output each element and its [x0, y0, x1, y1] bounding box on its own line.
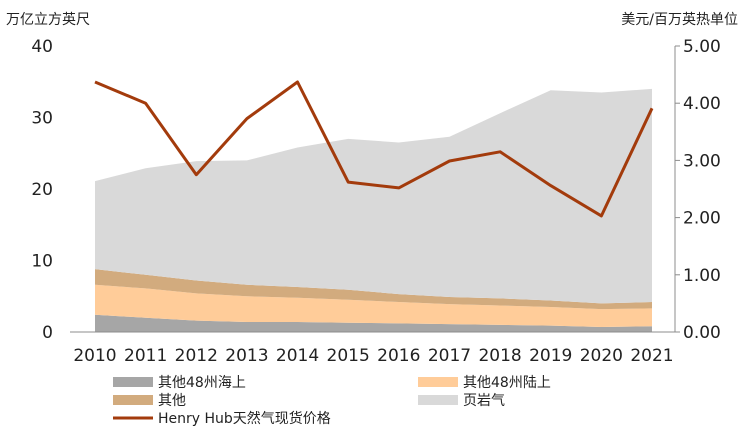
- x-tick-label: 2010: [73, 346, 116, 366]
- left-axis-unit-label: 万亿立方英尺: [6, 11, 90, 28]
- legend-swatch: [113, 395, 153, 405]
- right-y-tick-label: 4.00: [683, 94, 721, 114]
- left-y-tick-label: 0: [42, 323, 53, 343]
- left-y-tick-label: 10: [31, 252, 53, 272]
- right-y-tick-label: 5.00: [683, 37, 721, 57]
- area-series-2: [95, 269, 652, 310]
- legend-swatch: [418, 395, 458, 405]
- axes: 0 10 20 30 40 0.00 1.00 2.00 3.00 4.00 5.00 2010 201…: [31, 37, 721, 366]
- x-tick-label: 2013: [225, 346, 268, 366]
- x-tick-label: 2012: [175, 346, 218, 366]
- area-series-3: [95, 88, 652, 304]
- left-y-tick-label: 20: [31, 180, 53, 200]
- legend-swatch: [113, 377, 153, 387]
- price-line-layer: [94, 80, 654, 218]
- right-y-tick-label: 1.00: [683, 266, 721, 286]
- legend-swatch: [418, 377, 458, 387]
- legend-label: 其他: [158, 393, 186, 409]
- left-y-tick-label: 40: [31, 37, 53, 57]
- area-series-0: [95, 314, 652, 332]
- x-tick-label: 2021: [630, 346, 673, 366]
- right-axis-unit-label: 美元/百万英热单位: [621, 11, 738, 28]
- x-tick-label: 2017: [428, 346, 471, 366]
- x-tick-label: 2020: [580, 346, 623, 366]
- x-tick-label: 2016: [377, 346, 420, 366]
- legend-label: 其他48州陆上: [463, 375, 551, 391]
- area-series-1: [95, 284, 652, 327]
- legend-label: 页岩气: [463, 393, 505, 409]
- right-y-tick-label: 0.00: [683, 323, 721, 343]
- x-tick-label: 2018: [478, 346, 521, 366]
- legend-label: 其他48州海上: [158, 375, 246, 391]
- area-layers: [95, 88, 652, 332]
- right-y-tick-label: 3.00: [683, 151, 721, 171]
- price-line: [94, 80, 654, 218]
- right-y-tick-label: 2.00: [683, 209, 721, 229]
- x-tick-label: 2019: [529, 346, 572, 366]
- x-tick-label: 2014: [276, 346, 319, 366]
- left-y-tick-label: 30: [31, 109, 53, 129]
- x-tick-label: 2011: [124, 346, 167, 366]
- x-tick-label: 2015: [327, 346, 370, 366]
- legend-label: Henry Hub天然气现货价格: [158, 410, 331, 427]
